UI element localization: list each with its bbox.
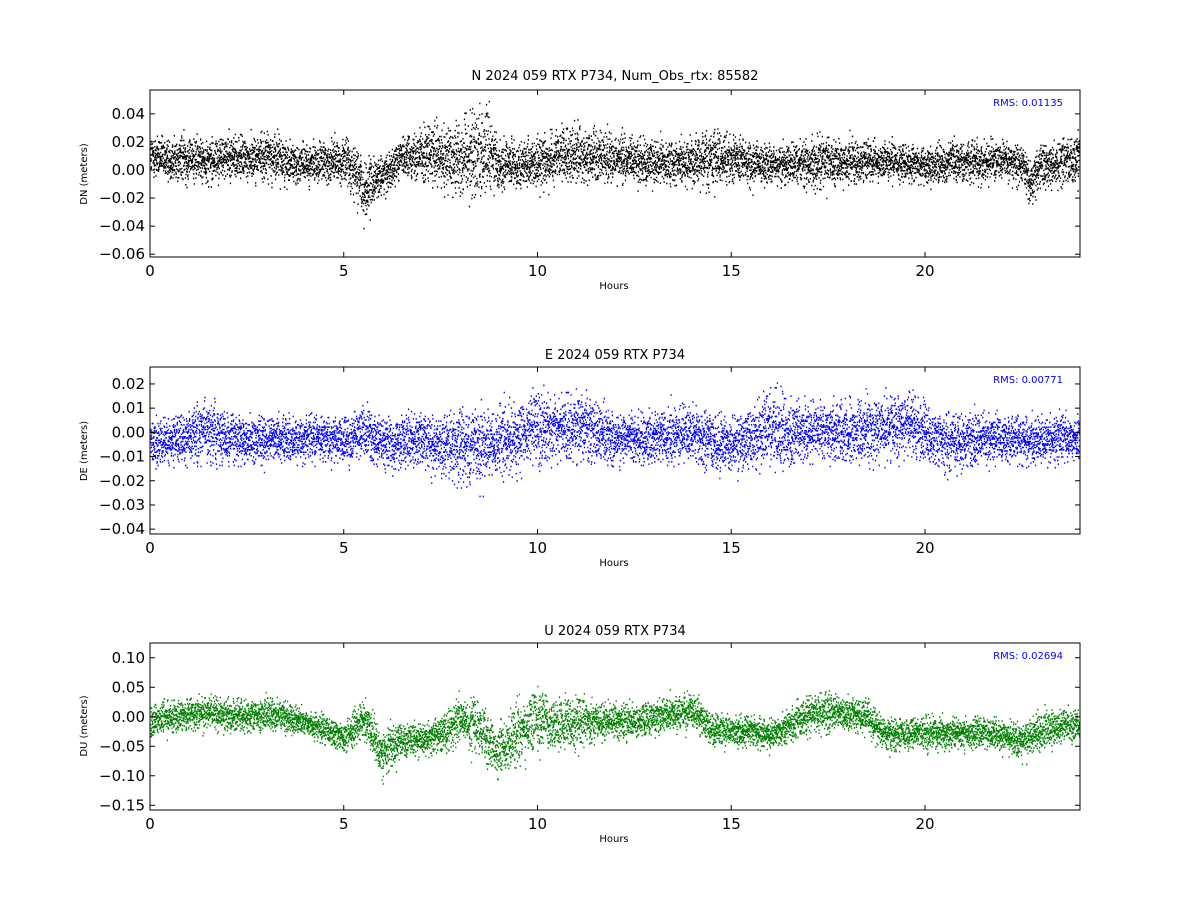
panel-east-y-tick-label: −0.03: [99, 496, 145, 514]
panel-up-frame: [149, 642, 1081, 811]
panel-east-x-tick-label: 5: [339, 539, 349, 557]
panel-up-y-axis-label: DU (meters): [79, 695, 90, 756]
panel-north-y-tick-label: 0.02: [112, 133, 145, 151]
panel-north-x-tick-label: 20: [915, 262, 934, 280]
panel-up-x-tick-label: 0: [145, 815, 155, 833]
panel-east-y-tick-label: 0.02: [112, 375, 145, 393]
panel-up-y-tick-label: −0.10: [99, 767, 145, 785]
panel-north-plot-area: [150, 100, 1080, 230]
panel-east: E 2024 059 RTX P734 0 5 10 15 20 −0.04 −0.03 −0…: [79, 348, 1081, 569]
panel-north-x-tick-label: 5: [339, 262, 349, 280]
panel-east-ticks: 0 5 10 15 20 −0.04 −0.03 −0.02 −0.01 0.00 0.01 0.02: [99, 367, 1080, 557]
panel-east-residual-points: [150, 382, 1080, 498]
panel-north-title: N 2024 059 RTX P734, Num_Obs_rtx: 85582: [472, 69, 759, 84]
panel-up-y-tick-label: 0.00: [112, 708, 145, 726]
panel-east-x-tick-label: 10: [528, 539, 547, 557]
panel-east-x-tick-label: 20: [915, 539, 934, 557]
panel-north-x-axis-label: Hours: [599, 281, 628, 292]
panel-north-y-axis-label: DN (meters): [79, 143, 90, 205]
panel-east-x-tick-label: 15: [722, 539, 741, 557]
panel-east-y-axis-label: DE (meters): [79, 421, 90, 481]
panel-east-plot-area: [150, 382, 1080, 498]
panel-up-title: U 2024 059 RTX P734: [544, 624, 686, 639]
panel-up: U 2024 059 RTX P734 0 5 10 15 20 −0.15 −0.10 −0…: [79, 624, 1081, 845]
panel-north-y-tick-label: 0.04: [112, 105, 145, 123]
panel-east-y-tick-label: −0.01: [99, 448, 145, 466]
panel-north-x-tick-label: 0: [145, 262, 155, 280]
panel-up-y-tick-label: −0.15: [99, 796, 145, 814]
panel-east-y-tick-label: 0.00: [112, 423, 145, 441]
panel-north-y-tick-label: −0.04: [99, 217, 145, 235]
panel-east-frame: [149, 366, 1081, 535]
panel-north-residual-points: [150, 100, 1080, 230]
panel-north-frame: [149, 89, 1081, 258]
panel-up-y-tick-label: 0.10: [112, 649, 145, 667]
panel-up-plot-area: [150, 685, 1080, 785]
panel-north-ticks: 0 5 10 15 20 −0.06 −0.04 −0.02 0.00 0.02 0.04: [99, 90, 1080, 280]
panel-east-y-tick-label: −0.02: [99, 472, 145, 490]
panel-up-x-axis-label: Hours: [599, 834, 628, 845]
panel-north-y-tick-label: −0.02: [99, 189, 145, 207]
panel-north-y-tick-label: −0.06: [99, 245, 145, 263]
panel-up-x-tick-label: 15: [722, 815, 741, 833]
panel-north-rms-label: RMS: 0.01135: [993, 98, 1063, 109]
panel-east-y-tick-label: −0.04: [99, 520, 145, 538]
panel-north: N 2024 059 RTX P734, Num_Obs_rtx: 85582 …: [79, 69, 1081, 292]
panel-up-x-tick-label: 10: [528, 815, 547, 833]
panel-east-y-tick-label: 0.01: [112, 399, 145, 417]
panel-east-title: E 2024 059 RTX P734: [545, 348, 685, 363]
panel-up-y-tick-label: 0.05: [112, 678, 145, 696]
panel-up-x-tick-label: 20: [915, 815, 934, 833]
panel-north-x-tick-label: 10: [528, 262, 547, 280]
panel-up-y-tick-label: −0.05: [99, 737, 145, 755]
panel-north-x-tick-label: 15: [722, 262, 741, 280]
panel-up-residual-points: [150, 685, 1080, 785]
panel-up-x-tick-label: 5: [339, 815, 349, 833]
panel-east-x-axis-label: Hours: [599, 558, 628, 569]
panel-east-rms-label: RMS: 0.00771: [993, 375, 1063, 386]
panel-up-rms-label: RMS: 0.02694: [993, 651, 1063, 662]
panel-up-ticks: 0 5 10 15 20 −0.15 −0.10 −0.05 0.00 0.05 0.10: [99, 643, 1080, 833]
panel-north-y-tick-label: 0.00: [112, 161, 145, 179]
panel-east-x-tick-label: 0: [145, 539, 155, 557]
